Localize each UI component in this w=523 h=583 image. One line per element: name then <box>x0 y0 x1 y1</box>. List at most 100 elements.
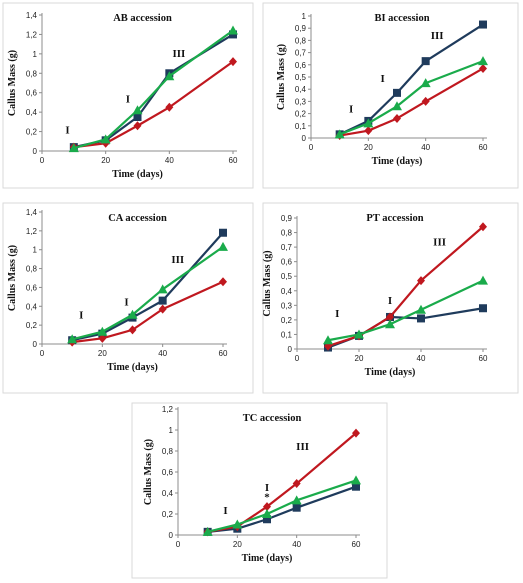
x-tick-label: 60 <box>229 156 238 165</box>
chart-title: BI accession <box>374 13 429 24</box>
series-line-navy <box>73 33 234 149</box>
data-point-square <box>479 20 487 29</box>
data-point-square <box>352 482 360 491</box>
x-tick-label: 0 <box>295 354 300 363</box>
phase-annotation: III <box>172 48 185 60</box>
data-point-triangle <box>68 143 79 153</box>
data-point-triangle <box>228 25 238 35</box>
chart-panel: 0 0,2 0,4 0,6 0,8 1 1,2 1,4 0 20 40 60 CA accession T… <box>2 202 254 394</box>
data-point-square <box>393 88 401 97</box>
x-tick-label: 20 <box>355 354 364 363</box>
y-axis-label: Callus Mass (g) <box>262 250 273 316</box>
data-point-diamond <box>263 502 271 512</box>
data-point-diamond <box>292 479 301 489</box>
panel-frame <box>2 2 254 189</box>
data-point-triangle <box>478 56 488 66</box>
panel-frame <box>262 2 519 189</box>
series-line-green <box>73 29 234 150</box>
data-point-diamond <box>133 121 142 131</box>
y-tick-label: 0,3 <box>295 97 307 106</box>
data-point-diamond <box>393 113 401 123</box>
y-tick-label: 0,6 <box>295 61 307 70</box>
y-tick-label: 0,8 <box>26 265 38 274</box>
y-tick-label: 0,4 <box>281 287 293 296</box>
data-point-triangle <box>100 134 111 144</box>
data-point-diamond <box>158 304 167 314</box>
data-point-diamond <box>479 222 487 232</box>
data-point-diamond <box>165 102 174 112</box>
y-tick-label: 0,5 <box>295 73 307 82</box>
x-tick-label: 0 <box>176 540 181 549</box>
y-tick-label: 0,8 <box>162 447 174 456</box>
data-point-triangle <box>420 78 431 88</box>
phase-annotation: I <box>65 125 69 137</box>
y-tick-label: 0,3 <box>281 301 293 310</box>
phase-annotation: I <box>223 505 227 517</box>
data-point-diamond <box>417 276 425 286</box>
x-axis-label: Time (days) <box>107 362 158 373</box>
chart-panel: 0 0,2 0,4 0,6 0,8 1 1,2 1,4 0 20 40 60 AB accession T… <box>2 2 254 189</box>
y-tick-label: 1,2 <box>26 30 38 39</box>
data-point-triangle <box>164 71 175 81</box>
x-tick-label: 40 <box>421 143 430 152</box>
series-line-navy <box>327 307 484 349</box>
data-point-triangle <box>232 519 243 529</box>
x-tick-label: 0 <box>40 156 45 165</box>
data-point-triangle <box>202 526 213 536</box>
data-point-triangle <box>291 495 302 505</box>
chart-panel: 0 0,2 0,4 0,6 0,8 1 1,2 0 20 40 60 TC accession Time… <box>131 402 388 579</box>
data-point-diamond <box>479 63 487 73</box>
panel-frame <box>2 202 254 394</box>
y-tick-label: 0,2 <box>162 510 174 519</box>
x-tick-label: 0 <box>40 349 45 358</box>
y-tick-label: 1,4 <box>26 11 38 20</box>
y-tick-label: 0,6 <box>26 89 38 98</box>
y-tick-label: 1 <box>169 426 174 435</box>
data-point-square <box>479 304 487 313</box>
series-line-red <box>207 432 357 533</box>
data-point-square <box>292 503 301 512</box>
x-tick-label: 60 <box>219 349 228 358</box>
data-point-diamond <box>352 428 360 438</box>
phase-annotation: I <box>388 295 392 307</box>
phase-annotation: III <box>431 30 444 42</box>
data-point-triangle <box>392 101 402 111</box>
y-tick-label: 0,2 <box>26 321 38 330</box>
data-point-diamond <box>364 126 373 136</box>
x-tick-label: 20 <box>364 143 373 152</box>
data-point-square <box>417 314 425 323</box>
y-tick-label: 0,4 <box>26 108 38 117</box>
y-tick-label: 1,2 <box>162 405 174 414</box>
data-point-triangle <box>363 118 374 128</box>
x-axis-label: Time (days) <box>242 553 293 564</box>
data-point-diamond <box>229 57 237 67</box>
chart-panel: 0 0,1 0,2 0,3 0,4 0,5 0,6 0,7 0,8 0,9 1 0 20 40 60 BI a… <box>262 2 519 189</box>
data-point-triangle <box>97 326 108 336</box>
data-point-diamond <box>98 333 107 343</box>
data-point-triangle <box>157 284 168 294</box>
y-tick-label: 0,1 <box>295 122 307 131</box>
data-point-triangle <box>67 334 78 344</box>
chart-title: PT accession <box>366 213 423 224</box>
chart-title: TC accession <box>243 413 302 424</box>
y-tick-label: 0 <box>288 345 293 354</box>
y-tick-label: 0,9 <box>295 24 307 33</box>
x-tick-label: 40 <box>165 156 174 165</box>
y-axis-label: Callus Mass (g) <box>7 50 18 116</box>
y-tick-label: 0,5 <box>281 272 293 281</box>
data-point-triangle <box>132 105 143 115</box>
chart-title: AB accession <box>113 13 172 24</box>
phase-annotation: I <box>126 93 130 105</box>
phase-annotation: III <box>433 237 446 249</box>
data-point-triangle <box>127 309 138 319</box>
y-tick-label: 0,7 <box>281 243 293 252</box>
y-tick-label: 0,7 <box>295 49 307 58</box>
series-line-red <box>73 60 234 149</box>
data-point-triangle <box>354 329 364 339</box>
phase-annotation: I <box>381 73 385 85</box>
series-line-navy <box>339 23 484 136</box>
data-point-square <box>263 515 271 524</box>
y-tick-label: 0,2 <box>295 110 307 119</box>
phase-annotation: I <box>265 482 269 494</box>
phase-annotation: I <box>335 308 339 320</box>
